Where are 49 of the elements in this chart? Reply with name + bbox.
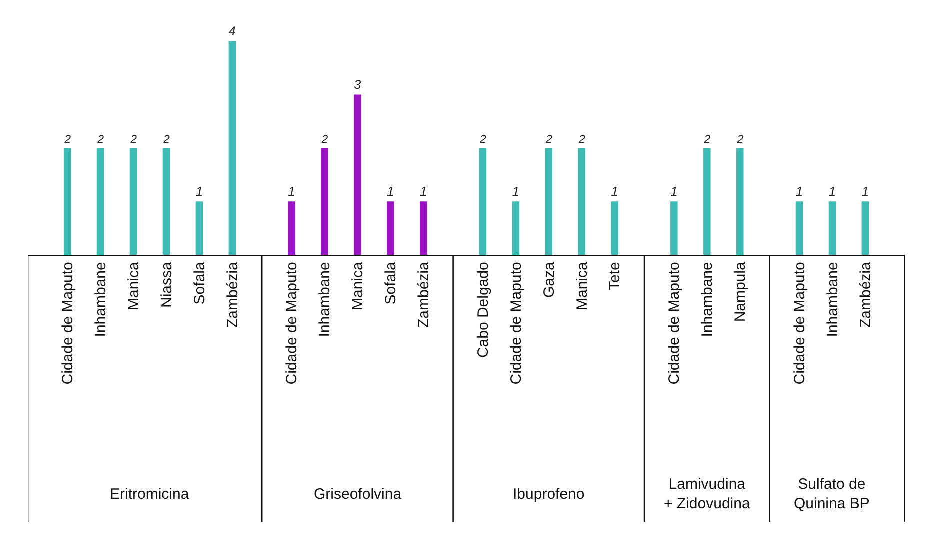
x-tick-label: Inhambane <box>92 262 110 338</box>
data-label: 1 <box>288 184 296 199</box>
x-tick-label: Sofala <box>382 262 400 305</box>
data-label: 1 <box>387 184 394 199</box>
data-label: 3 <box>354 78 362 92</box>
data-label: 1 <box>512 184 520 199</box>
data-label: 1 <box>828 184 836 199</box>
x-tick-label: Tete <box>606 262 624 291</box>
x-tick-label: Zambézia <box>857 261 874 328</box>
data-label: 1 <box>796 184 804 199</box>
x-tick-label: Cabo Delgado <box>474 262 492 358</box>
data-label: 2 <box>545 134 554 146</box>
x-tick-label: Manica <box>574 261 591 311</box>
x-tick-label: Manica <box>350 261 367 311</box>
data-label: 1 <box>420 184 428 199</box>
x-tick-label: Inhambane <box>824 262 842 338</box>
data-label: 2 <box>162 134 171 146</box>
x-tick-label: Cidade de Maputo <box>791 262 808 385</box>
x-tick-label: Gaza <box>540 262 558 298</box>
x-tick-label: Sofala <box>191 262 208 305</box>
x-tick-label: Niassa <box>158 262 176 308</box>
x-tick-label: Cidade de Maputo <box>284 262 301 385</box>
data-label: 1 <box>196 184 204 199</box>
data-label: 4 <box>228 24 236 39</box>
text: Lamivudina + Zidovudina <box>664 476 751 512</box>
x-tick-label: Cidade de Maputo <box>59 262 76 385</box>
data-label: 2 <box>703 134 712 146</box>
data-label: 2 <box>578 134 586 146</box>
data-label: 1 <box>670 184 678 199</box>
text: Eritromicina <box>110 486 190 503</box>
x-tick-label: Cidade de Maputo <box>508 262 525 385</box>
data-label: 2 <box>64 134 72 146</box>
data-label: 2 <box>96 134 105 146</box>
data-label: 2 <box>736 134 744 146</box>
text: Griseofolvina <box>314 486 402 503</box>
data-label: 2 <box>479 134 488 146</box>
text: Sulfato de Quinina BP <box>794 476 870 512</box>
x-tick-label: Zambézia <box>416 261 433 328</box>
data-label: 2 <box>130 134 138 146</box>
x-tick-label: Nampula <box>732 261 750 322</box>
text: Ibuprofeno <box>513 486 585 503</box>
data-label: 1 <box>611 184 618 199</box>
x-tick-label: Inhambane <box>699 262 716 338</box>
x-tick-label: Inhambane <box>316 262 334 338</box>
x-tick-label: Zambézia <box>224 261 242 328</box>
data-label: 1 <box>862 184 870 199</box>
x-tick-label: Cidade de Maputo <box>666 262 684 385</box>
x-tick-label: Manica <box>125 261 142 311</box>
data-label: 2 <box>320 134 329 146</box>
